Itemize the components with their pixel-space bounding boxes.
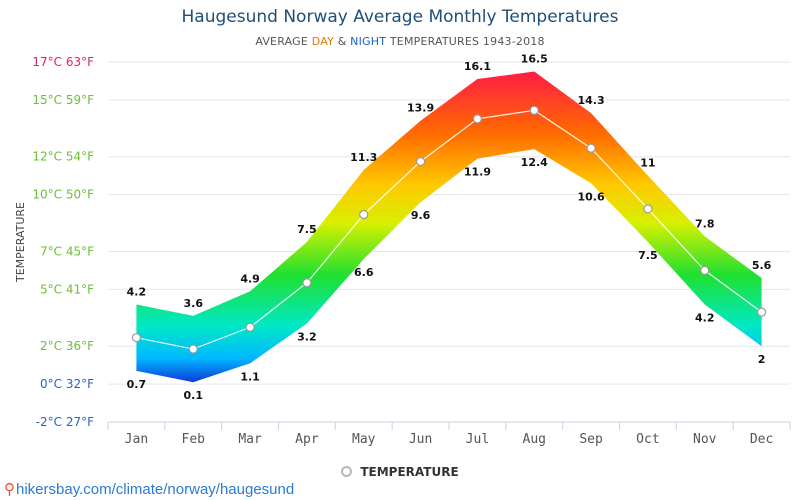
- day-value-label: 13.9: [407, 102, 434, 115]
- x-tick-label: Jan: [125, 432, 148, 447]
- x-tick-label: Feb: [182, 432, 206, 447]
- y-tick-label: 15°C 59°F: [32, 93, 94, 107]
- night-value-label: 4.2: [695, 312, 715, 325]
- subtitle-day: DAY: [311, 35, 334, 48]
- night-value-label: 9.6: [411, 209, 431, 222]
- day-value-label: 5.6: [752, 259, 772, 272]
- day-value-label: 7.8: [695, 217, 715, 230]
- y-axis-title: TEMPERATURE: [14, 202, 27, 283]
- temperature-point: [756, 307, 767, 317]
- y-tick-label: -2°C 27°F: [36, 415, 94, 429]
- x-tick-label: Mar: [238, 432, 262, 447]
- source-text: hikersbay.com/climate/norway/haugesund: [16, 481, 295, 498]
- source-link[interactable]: ⚲hikersbay.com/climate/norway/haugesund: [4, 480, 294, 498]
- y-tick-label: 0°C 32°F: [40, 377, 94, 391]
- subtitle-suffix: TEMPERATURES 1943-2018: [386, 35, 545, 48]
- temperature-point: [131, 333, 142, 343]
- y-tick-label: 7°C 45°F: [40, 244, 94, 258]
- temperature-point: [415, 156, 426, 167]
- legend[interactable]: TEMPERATURE: [0, 465, 800, 479]
- temperature-point: [188, 344, 198, 354]
- x-tick-label: Oct: [636, 432, 659, 447]
- night-value-label: 1.1: [240, 370, 260, 383]
- day-value-label: 16.1: [464, 60, 491, 73]
- x-tick-label: Dec: [750, 432, 773, 447]
- night-value-label: 2: [758, 353, 766, 366]
- y-tick-label: 2°C 36°F: [40, 339, 94, 353]
- subtitle-prefix: AVERAGE: [255, 35, 312, 48]
- night-value-label: 11.9: [464, 166, 491, 179]
- temperature-point: [302, 278, 312, 288]
- night-value-label: 10.6: [578, 190, 605, 203]
- temperature-point: [643, 204, 653, 214]
- day-value-label: 7.5: [297, 223, 317, 236]
- temperature-point: [359, 209, 369, 220]
- temperature-point: [700, 265, 710, 276]
- temperature-point: [529, 105, 539, 115]
- x-tick-label: Sep: [579, 432, 603, 447]
- x-tick-label: May: [352, 432, 376, 447]
- day-value-label: 4.2: [127, 286, 147, 299]
- y-tick-label: 12°C 54°F: [32, 150, 94, 164]
- legend-marker-icon: [341, 466, 353, 477]
- y-tick-label: 10°C 50°F: [32, 188, 94, 202]
- y-tick-label: 17°C 63°F: [32, 55, 94, 69]
- x-tick-label: Jun: [409, 432, 432, 447]
- day-value-label: 14.3: [578, 94, 605, 107]
- day-value-label: 11: [640, 157, 655, 170]
- temperature-point: [245, 322, 255, 332]
- legend-label: TEMPERATURE: [360, 465, 459, 479]
- day-value-label: 16.5: [521, 52, 548, 65]
- day-value-label: 3.6: [184, 297, 204, 310]
- night-value-label: 0.1: [184, 389, 204, 402]
- day-night-band: [136, 71, 762, 383]
- temperature-point: [472, 114, 483, 124]
- night-value-label: 12.4: [521, 156, 548, 169]
- subtitle-night: NIGHT: [350, 35, 387, 48]
- chart-title: Haugesund Norway Average Monthly Tempera…: [181, 7, 619, 27]
- temperature-point: [586, 143, 596, 153]
- x-tick-label: Jul: [466, 432, 489, 447]
- temperature-line: [136, 109, 762, 350]
- night-value-label: 0.7: [127, 378, 147, 391]
- chart-subtitle: AVERAGE DAY & NIGHT TEMPERATURES 1943-20…: [0, 35, 800, 48]
- subtitle-middle: &: [334, 35, 351, 48]
- x-tick-label: Apr: [295, 432, 319, 447]
- y-tick-label: 5°C 41°F: [40, 282, 94, 296]
- x-tick-label: Nov: [693, 432, 717, 447]
- location-pin-icon: ⚲: [4, 481, 15, 498]
- night-value-label: 7.5: [638, 249, 658, 262]
- night-value-label: 6.6: [354, 266, 374, 279]
- day-value-label: 11.3: [350, 151, 377, 164]
- day-value-label: 4.9: [240, 272, 260, 285]
- x-tick-label: Aug: [523, 432, 546, 447]
- night-value-label: 3.2: [297, 330, 317, 343]
